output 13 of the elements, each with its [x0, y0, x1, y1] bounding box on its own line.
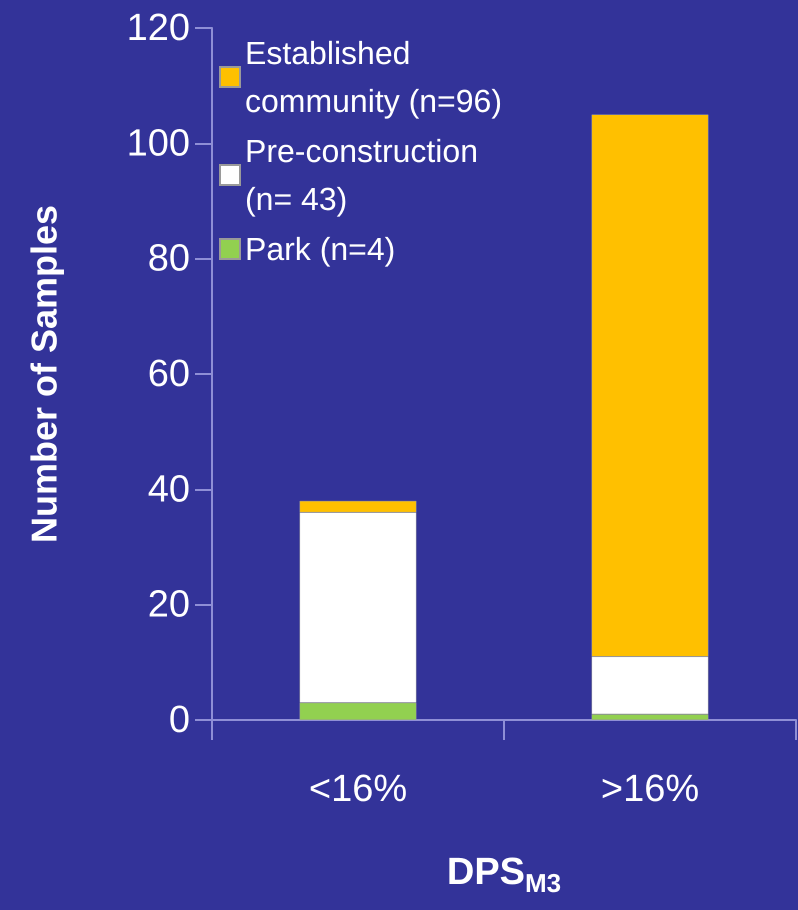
y-tick-label: 20 — [148, 584, 190, 626]
legend-label: Established community (n=96) — [245, 35, 502, 119]
x-tick-label: <16% — [308, 768, 408, 810]
y-tick-label: 60 — [148, 353, 190, 395]
legend-label: Park (n=4) — [245, 231, 396, 267]
x-tick-label: >16% — [600, 768, 700, 810]
y-tick-label: 80 — [148, 238, 190, 280]
y-tick-label: 0 — [168, 699, 190, 741]
y-tick-label: 100 — [126, 122, 190, 164]
y-axis-title: Number of Samples — [24, 204, 64, 544]
y-tick-label: 40 — [148, 468, 190, 510]
legend-label: Pre-construction (n= 43) — [245, 133, 487, 217]
y-tick-label: 120 — [126, 7, 190, 49]
